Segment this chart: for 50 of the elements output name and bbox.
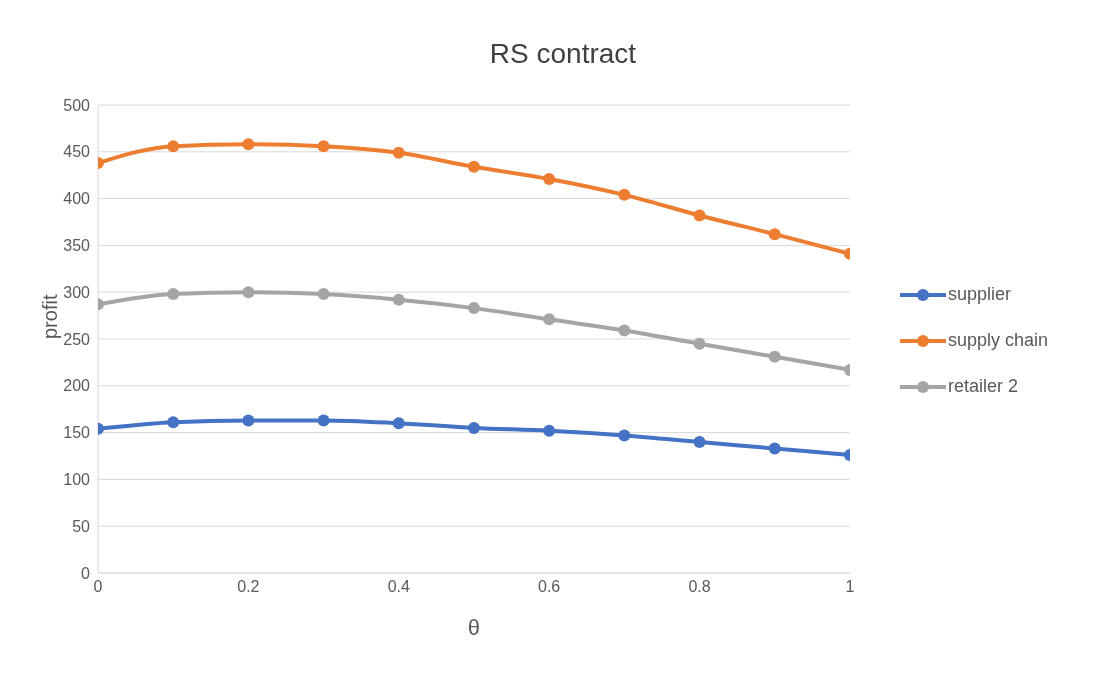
x-tick-label: 0	[93, 578, 103, 596]
point	[693, 337, 706, 350]
y-tick-label: 500	[63, 96, 91, 114]
point	[467, 160, 480, 173]
x-axis-title: θ	[467, 615, 481, 640]
point	[693, 209, 706, 222]
point	[693, 435, 706, 448]
point	[768, 442, 781, 455]
y-tick-label: 400	[63, 190, 91, 208]
point	[392, 146, 405, 159]
x-tick-label: 0.4	[387, 578, 410, 596]
y-axis-title: profit	[39, 294, 62, 339]
y-tick-label: 450	[63, 143, 91, 161]
y-tick-label: 200	[63, 377, 91, 395]
point	[317, 288, 330, 301]
point	[618, 324, 631, 337]
x-tick-label: 0.6	[538, 578, 561, 596]
point	[242, 286, 255, 299]
point	[317, 140, 330, 153]
x-tick-label: 1	[845, 578, 855, 596]
point	[392, 417, 405, 430]
point	[768, 350, 781, 363]
point	[618, 188, 631, 201]
point	[467, 421, 480, 434]
y-tick-label: 0	[81, 564, 91, 582]
point	[467, 302, 480, 315]
point	[242, 138, 255, 151]
point	[543, 313, 556, 326]
point	[543, 172, 556, 185]
point	[392, 293, 405, 306]
y-tick-label: 300	[63, 283, 91, 301]
point	[242, 414, 255, 427]
y-tick-label: 250	[63, 330, 91, 348]
y-tick-label: 150	[63, 424, 91, 442]
y-tick-label: 100	[63, 471, 91, 489]
y-tick-label: 50	[72, 517, 91, 535]
point	[167, 416, 180, 429]
point	[317, 414, 330, 427]
point	[543, 424, 556, 437]
point	[618, 429, 631, 442]
point	[167, 288, 180, 301]
x-tick-label: 0.2	[237, 578, 260, 596]
legend-label: supplier	[947, 284, 1011, 305]
legend-label: supply chain	[947, 330, 1048, 351]
chart-title: RS contract	[488, 38, 638, 70]
point	[768, 228, 781, 241]
x-tick-label: 0.8	[688, 578, 711, 596]
y-tick-label: 350	[63, 237, 91, 255]
legend-label: retailer 2	[947, 376, 1018, 397]
point	[167, 140, 180, 153]
